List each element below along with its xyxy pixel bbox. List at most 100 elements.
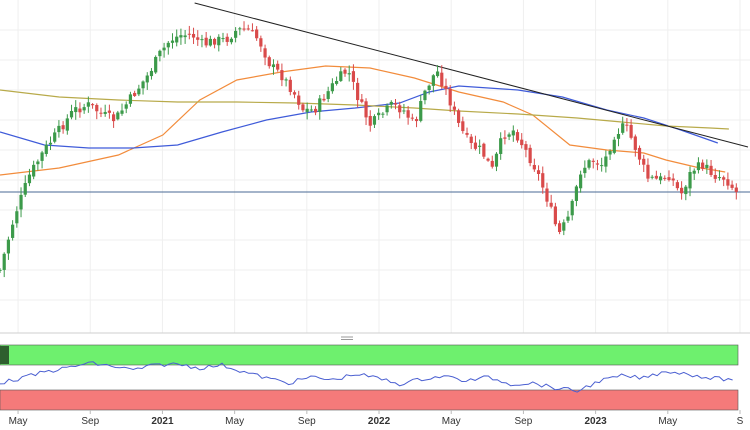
- candle: [528, 144, 532, 167]
- candle: [196, 30, 200, 46]
- candle: [410, 113, 414, 121]
- x-tick-label: May: [9, 416, 28, 427]
- candle: [515, 129, 520, 143]
- candle: [574, 184, 579, 207]
- x-tick-label: May: [658, 416, 677, 427]
- candle: [61, 121, 65, 134]
- candle: [48, 136, 53, 151]
- candle: [705, 159, 709, 174]
- candle: [356, 77, 360, 108]
- candle: [372, 114, 377, 128]
- candle: [675, 179, 679, 191]
- candle: [116, 110, 120, 121]
- candle: [297, 90, 301, 110]
- candle: [120, 103, 124, 116]
- candle: [23, 175, 27, 198]
- candle: [402, 104, 406, 115]
- candle: [520, 133, 524, 149]
- candle: [11, 220, 15, 241]
- x-tick-label: S: [737, 416, 744, 427]
- candle: [255, 26, 259, 41]
- candle: [583, 160, 587, 178]
- candle: [364, 98, 368, 126]
- candle: [482, 142, 486, 159]
- candle: [74, 100, 78, 120]
- oscillator-panel: [0, 344, 739, 411]
- candle: [200, 34, 204, 48]
- candle: [545, 182, 549, 207]
- candle: [27, 168, 32, 187]
- candle: [78, 102, 82, 118]
- candle: [179, 28, 183, 45]
- candle: [334, 76, 339, 86]
- candle: [709, 159, 713, 177]
- candle: [267, 55, 271, 69]
- candle: [566, 210, 570, 223]
- candles: [0, 21, 738, 278]
- candle: [478, 139, 482, 154]
- candle: [713, 168, 717, 183]
- panel-resize-handle[interactable]: [340, 335, 354, 342]
- grid: [0, 0, 750, 333]
- candle: [183, 30, 187, 44]
- candle: [591, 158, 595, 169]
- oscillator-upper-zone: [0, 344, 739, 366]
- candle: [103, 104, 107, 117]
- candle: [730, 180, 734, 191]
- candle: [250, 23, 255, 32]
- candle: [242, 21, 246, 32]
- candle: [276, 60, 280, 72]
- candle: [95, 103, 99, 120]
- candle: [57, 120, 61, 138]
- candle: [688, 166, 692, 197]
- candle: [377, 108, 381, 120]
- candle: [271, 59, 276, 75]
- candle: [217, 34, 221, 52]
- candle: [629, 119, 633, 140]
- candle: [347, 65, 351, 82]
- candle: [330, 78, 334, 94]
- x-tick-label: Sep: [515, 416, 533, 427]
- x-tick-label: Sep: [81, 416, 99, 427]
- x-tick-label: May: [442, 416, 461, 427]
- candle: [671, 173, 675, 186]
- oscillator-lower-zone: [0, 389, 739, 411]
- candle: [490, 155, 494, 169]
- candle: [633, 134, 637, 157]
- candle: [465, 127, 469, 138]
- oscillator-line: [0, 361, 733, 393]
- candle: [499, 132, 503, 160]
- candle: [553, 202, 557, 227]
- candle: [187, 25, 191, 40]
- level-lines: [0, 2, 750, 193]
- candle: [44, 140, 48, 157]
- candle: [313, 106, 318, 116]
- candle: [616, 128, 621, 147]
- candle: [423, 89, 427, 105]
- candle: [36, 159, 40, 171]
- candle: [389, 100, 393, 109]
- candle: [149, 68, 154, 80]
- candle: [579, 170, 583, 193]
- candle: [595, 159, 600, 171]
- candle: [562, 219, 566, 236]
- candle: [166, 41, 170, 55]
- candle: [385, 103, 389, 116]
- candle: [663, 175, 667, 181]
- candle: [191, 27, 196, 45]
- candle: [511, 125, 515, 142]
- candle: [536, 165, 541, 181]
- candle: [650, 174, 654, 180]
- candle: [238, 26, 242, 36]
- candle: [457, 108, 461, 128]
- candle: [162, 42, 166, 58]
- candle: [170, 33, 175, 49]
- x-tick-label: 2023: [584, 416, 607, 427]
- candle: [461, 116, 465, 134]
- candle: [234, 27, 238, 43]
- candle: [229, 37, 234, 45]
- candle: [621, 116, 625, 135]
- candle: [112, 111, 116, 128]
- candle: [133, 90, 137, 97]
